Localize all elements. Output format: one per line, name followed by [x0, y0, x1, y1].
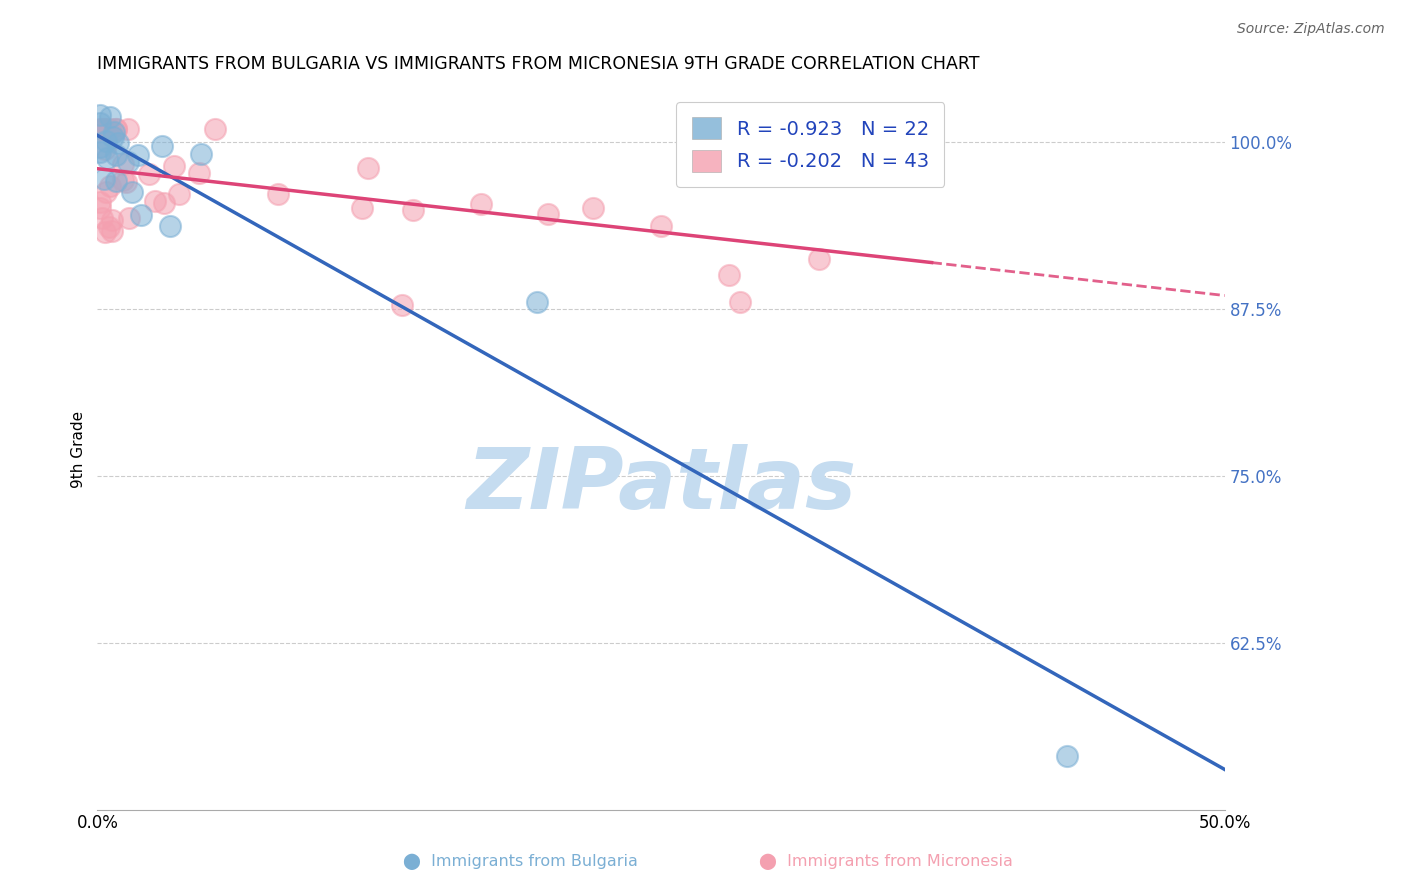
Point [138, 168, 160, 182]
Point [582, 201, 605, 215]
Point [117, 155, 139, 169]
Point [89, 201, 111, 215]
Point [101, 213, 124, 227]
Text: IMMIGRANTS FROM BULGARIA VS IMMIGRANTS FROM MICRONESIA 9TH GRADE CORRELATION CHA: IMMIGRANTS FROM BULGARIA VS IMMIGRANTS F… [97, 55, 980, 73]
Point [94, 134, 117, 148]
Point [91, 211, 114, 225]
Point [187, 165, 209, 179]
Point [267, 186, 290, 201]
Point [96, 121, 118, 136]
Point [96, 185, 118, 199]
Point [107, 136, 129, 151]
Point [131, 208, 153, 222]
Y-axis label: 9th Grade: 9th Grade [72, 410, 86, 488]
Point [127, 148, 149, 162]
Point [105, 121, 128, 136]
Point [117, 122, 139, 136]
Point [163, 159, 186, 173]
Point [94, 142, 117, 156]
Point [728, 295, 751, 310]
Point [537, 207, 560, 221]
Point [91, 121, 114, 136]
Point [115, 175, 138, 189]
Point [121, 185, 143, 199]
Point [100, 121, 122, 136]
Point [104, 121, 127, 136]
Point [150, 139, 173, 153]
Point [190, 146, 212, 161]
Point [89, 139, 111, 153]
Point [89, 195, 111, 210]
Text: ⬤  Immigrants from Bulgaria: ⬤ Immigrants from Bulgaria [402, 854, 638, 870]
Point [807, 252, 830, 267]
Point [402, 203, 425, 218]
Point [391, 298, 413, 312]
Point [98, 111, 121, 125]
Point [717, 268, 740, 283]
Point [101, 224, 124, 238]
Point [167, 187, 190, 202]
Point [96, 152, 118, 166]
Point [1056, 749, 1078, 764]
Text: Source: ZipAtlas.com: Source: ZipAtlas.com [1237, 22, 1385, 37]
Point [357, 161, 380, 176]
Point [526, 295, 548, 310]
Point [112, 173, 135, 187]
Point [153, 195, 176, 210]
Point [105, 174, 128, 188]
Point [98, 219, 121, 234]
Point [650, 219, 672, 233]
Point [352, 201, 374, 215]
Point [89, 116, 111, 130]
Point [159, 219, 181, 233]
Point [111, 157, 134, 171]
Legend: R = -0.923   N = 22, R = -0.202   N = 43: R = -0.923 N = 22, R = -0.202 N = 43 [676, 102, 945, 187]
Point [105, 148, 128, 162]
Point [470, 196, 492, 211]
Point [143, 194, 166, 209]
Point [89, 108, 111, 122]
Point [89, 121, 111, 136]
Point [93, 171, 115, 186]
Point [118, 211, 141, 225]
Text: ⬤  Immigrants from Micronesia: ⬤ Immigrants from Micronesia [759, 854, 1012, 870]
Point [89, 145, 111, 160]
Point [94, 225, 117, 239]
Point [101, 130, 124, 145]
Point [93, 121, 115, 136]
Point [103, 125, 125, 139]
Text: ZIPatlas: ZIPatlas [465, 443, 856, 526]
Point [98, 179, 121, 194]
Point [204, 121, 226, 136]
